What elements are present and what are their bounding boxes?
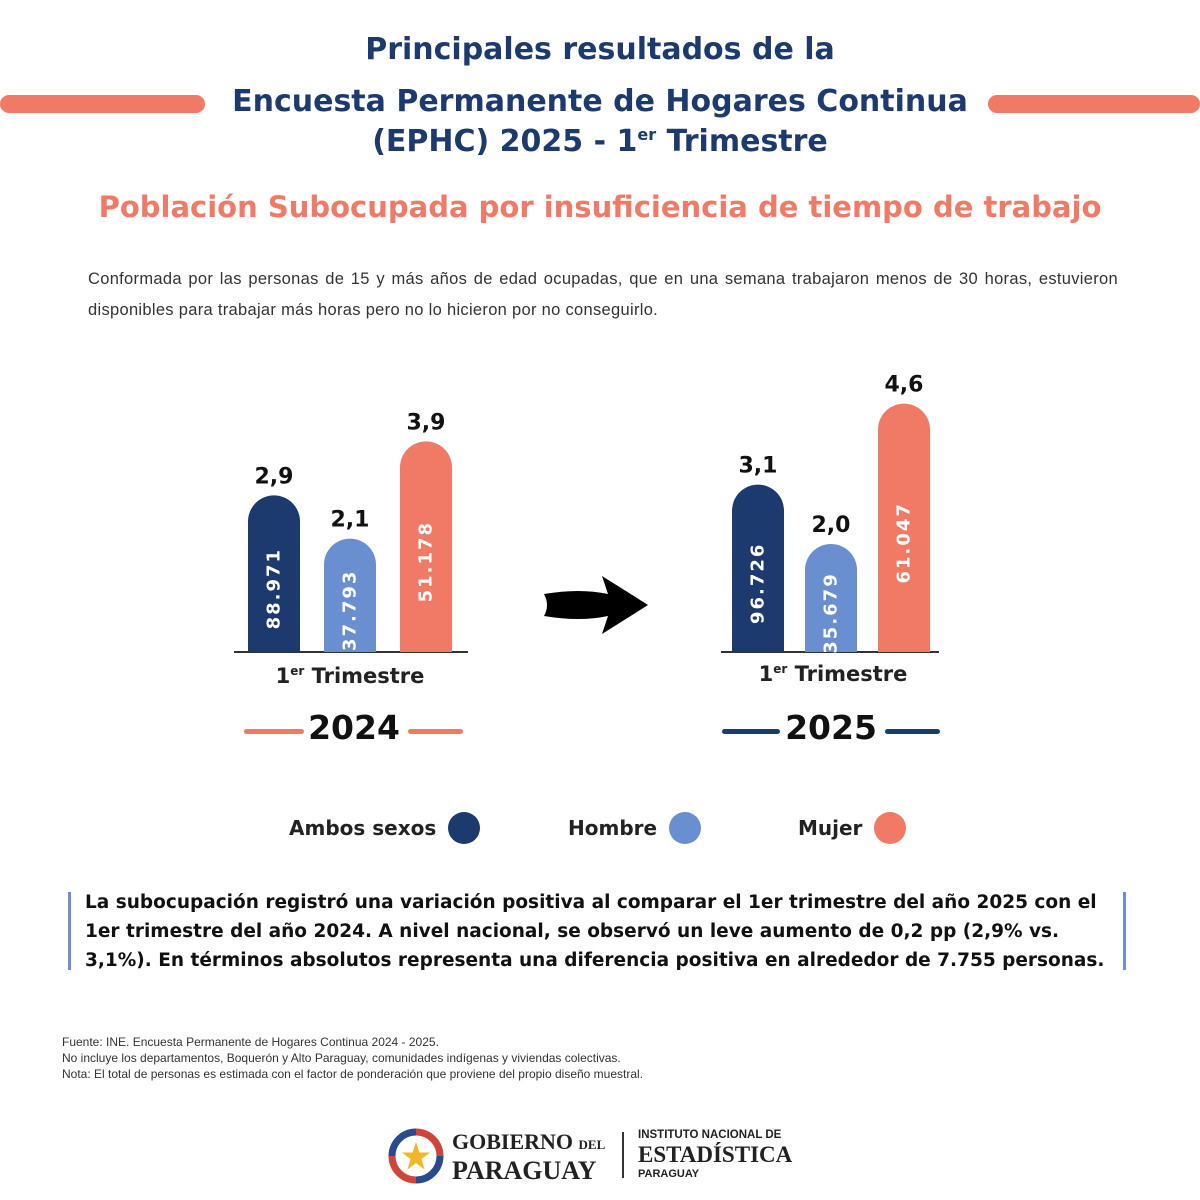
summary-note: La subocupación registró una variación p… (85, 892, 1105, 971)
bar-2025-ambos (732, 484, 784, 652)
bar-2024-hombre (324, 538, 376, 652)
percent-label-2025-ambos: 3,1 (739, 454, 778, 479)
percent-label-2024-hombre: 2,1 (331, 508, 370, 533)
percent-label-2025-mujer: 4,6 (885, 373, 924, 398)
footer-logos: GOBIERNO DEL PARAGUAY INSTITUTO NACIONAL… (388, 1126, 828, 1186)
legend-dot-hombre (669, 812, 702, 844)
footnote-coverage: No incluye los departamentos, Boquerón y… (62, 1051, 621, 1065)
decorative-bar-right (988, 95, 1200, 113)
year-line-2024-left (244, 729, 304, 734)
percent-label-2025-hombre: 2,0 (812, 513, 851, 538)
year-label-2024: 2024 (308, 708, 400, 747)
arrow-right-icon (544, 576, 648, 634)
bar-chart: 2,9 88.971 2,1 37.793 3,9 51.178 3,1 96.726 2,0 3… (234, 373, 939, 654)
legend-label-mujer: Mujer (798, 816, 863, 840)
bar-2024-mujer (400, 441, 452, 652)
note-rule-left (68, 892, 71, 970)
footnotes: Fuente: INE. Encuesta Permanente de Hoga… (62, 1034, 962, 1082)
year-label-2025: 2025 (785, 708, 877, 747)
footer-divider (622, 1132, 624, 1178)
paraguay-star-logo-icon (388, 1128, 444, 1184)
bar-2025-hombre (805, 544, 857, 652)
gov-del: DEL (578, 1137, 606, 1152)
ine-text: INSTITUTO NACIONAL DE ESTADÍSTICA PARAGU… (638, 1128, 792, 1181)
footnote-method: Nota: El total de personas es estimada c… (62, 1067, 644, 1081)
ine-line-1: INSTITUTO NACIONAL DE (638, 1129, 782, 1141)
count-label-2025-mujer: 61.047 (894, 502, 915, 583)
year-line-2025-left (722, 729, 780, 734)
period-label-2024: 1er Trimestre (275, 664, 425, 688)
gov-line-1: GOBIERNO (452, 1129, 574, 1154)
legend-item-hombre: Hombre (568, 812, 702, 844)
chart-subtitle: Población Subocupada por insuficiencia d… (98, 190, 1102, 224)
title-line-3-main: (EPHC) 2025 - 1 (372, 124, 638, 159)
count-label-2024-mujer: 51.178 (416, 521, 437, 602)
title-line-1: Principales resultados de la (365, 32, 835, 67)
ine-line-2: ESTADÍSTICA (638, 1142, 793, 1167)
decorative-bar-left (0, 95, 205, 113)
title-line-2: Encuesta Permanente de Hogares Continua (232, 84, 968, 119)
note-rule-right (1123, 892, 1126, 970)
percent-label-2024-mujer: 3,9 (407, 410, 446, 435)
definition-text: Conformada por las personas de 15 y más … (88, 270, 1118, 319)
legend-label-ambos: Ambos sexos (289, 816, 437, 840)
period-label-2025: 1er Trimestre (758, 662, 908, 686)
legend-dot-mujer (874, 812, 907, 844)
bar-2025-mujer (878, 403, 930, 652)
percent-label-2024-ambos: 2,9 (255, 464, 294, 489)
gov-line-2: PARAGUAY (452, 1156, 597, 1185)
legend-item-mujer: Mujer (798, 812, 907, 844)
legend-item-ambos: Ambos sexos (289, 812, 481, 844)
count-label-2024-hombre: 37.793 (340, 570, 361, 651)
ine-line-3: PARAGUAY (638, 1168, 700, 1180)
legend-dot-ambos (448, 812, 481, 844)
year-line-2024-right (408, 729, 463, 734)
title-line-3-sup: er (637, 125, 657, 144)
footnote-source: Fuente: INE. Encuesta Permanente de Hoga… (62, 1035, 439, 1049)
title-line-3: (EPHC) 2025 - 1er Trimestre (0, 124, 1200, 159)
count-label-2025-hombre: 35.679 (821, 572, 842, 653)
gov-text: GOBIERNO DEL PARAGUAY (452, 1130, 605, 1185)
year-line-2025-right (885, 729, 940, 734)
title-line-3-end: Trimestre (656, 124, 828, 159)
legend-label-hombre: Hombre (568, 816, 658, 840)
count-label-2024-ambos: 88.971 (264, 548, 285, 629)
count-label-2025-ambos: 96.726 (748, 543, 769, 624)
bar-2024-ambos (248, 495, 300, 652)
